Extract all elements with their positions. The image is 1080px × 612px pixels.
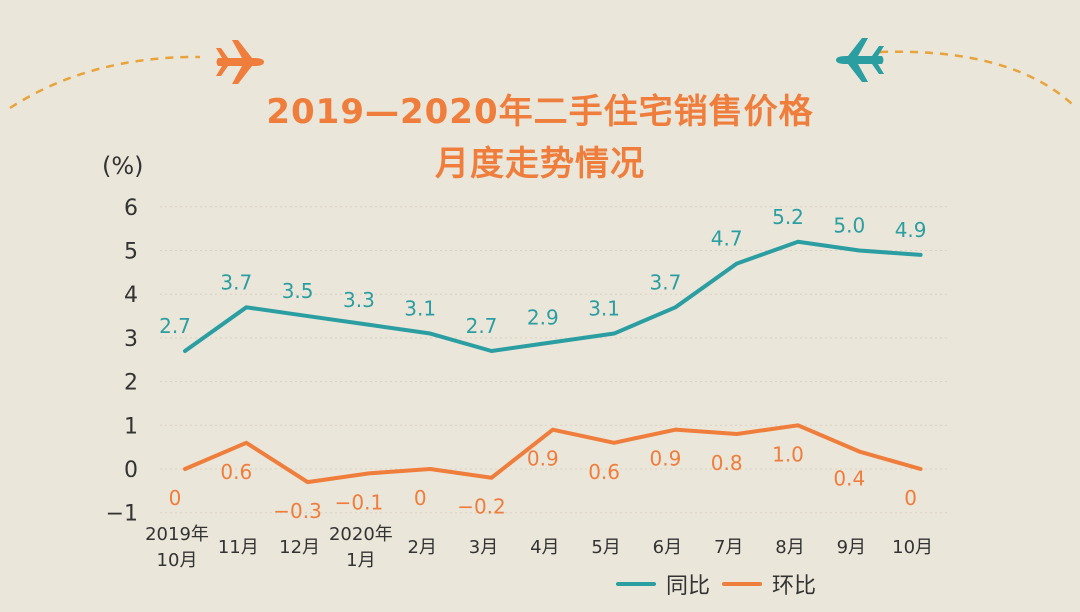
data-label: 3.7 [220,270,252,294]
data-label: −0.3 [273,499,322,523]
series-line-yoy [183,239,923,354]
y-tick-label: 6 [124,196,138,221]
x-tick-label: 9月 [837,537,866,558]
dashed-flight-path-left [9,55,201,110]
legend-item-yoy: 同比 [616,568,710,600]
x-axis: 2019年 10月 11月 12月 2020年 1月 2月 3月 4月 5月 6月 7月 8月 9月 10月 [145,524,933,571]
data-label: 2.7 [159,314,191,338]
data-label: 2.7 [466,314,498,338]
y-tick-label: 4 [124,283,138,308]
x-tick-label: 3月 [469,537,498,558]
legend-label-mom: 环比 [772,574,817,599]
data-label: 3.1 [588,297,620,321]
gridlines [160,206,950,514]
data-label: 0.8 [711,451,743,475]
airplane-icon [216,40,264,84]
x-tick-label: 8月 [775,537,804,558]
data-label: 3.7 [649,270,681,294]
series-line-mom [183,423,923,485]
data-label: 3.3 [343,288,375,312]
data-label: 4.7 [711,227,743,251]
x-tick-label: 1月 [346,550,375,571]
x-tick-label: 10月 [157,550,198,571]
x-tick-label: 11月 [218,537,259,558]
airplane-icon [836,38,884,82]
data-label: 5.0 [833,214,865,238]
y-tick-label: −1 [106,502,138,527]
airplane-shape [836,38,884,82]
series-layer: 2.7 3.7 3.5 3.3 3.1 2.7 2.9 3.1 3.7 4.7 5.2 5.0 4.9 0… [159,205,926,523]
y-tick-label: 0 [124,458,138,483]
x-tick-label: 10月 [892,537,933,558]
legend-swatch-mom [722,582,762,586]
y-axis: 6 5 4 3 2 1 0 −1 [106,196,138,527]
legend-item-mom: 环比 [722,568,816,600]
data-label: 0.9 [527,447,559,471]
y-unit-label: (%) [102,152,144,180]
data-label: 0 [169,486,182,510]
data-label: 5.2 [772,205,804,229]
data-label: −0.1 [335,490,384,514]
data-label: 3.1 [404,297,436,321]
x-tick-label: 5月 [591,537,620,558]
data-label: −0.2 [457,495,506,519]
data-label: 3.5 [282,279,314,303]
x-tick-label: 2019年 [145,524,209,545]
data-label: 1.0 [772,442,804,466]
data-label: 4.9 [895,218,927,242]
legend-label-yoy: 同比 [666,574,711,599]
y-tick-label: 3 [124,327,138,352]
data-label: 0 [414,486,427,510]
decoration [9,38,1073,110]
y-tick-label: 5 [124,240,138,265]
x-tick-label: 4月 [530,537,559,558]
dashed-flight-path-right [879,50,1073,105]
airplane-shape [216,40,264,84]
x-tick-label: 6月 [653,537,682,558]
data-label: 0.9 [649,447,681,471]
y-tick-label: 1 [124,414,138,439]
data-label: 2.9 [527,305,559,329]
x-tick-label: 7月 [714,537,743,558]
y-tick-label: 2 [124,371,138,396]
x-tick-label: 2月 [407,537,436,558]
x-tick-label: 12月 [279,537,320,558]
x-tick-label: 2020年 [329,524,393,545]
legend-swatch-yoy [616,582,656,586]
data-label: 0.6 [220,460,252,484]
chart-title-line2: 月度走势情况 [435,144,645,184]
data-label: 0.4 [833,467,865,491]
chart-title-line1: 2019—2020年二手住宅销售价格 [266,92,814,132]
data-label: 0 [904,486,917,510]
data-label: 0.6 [588,460,620,484]
